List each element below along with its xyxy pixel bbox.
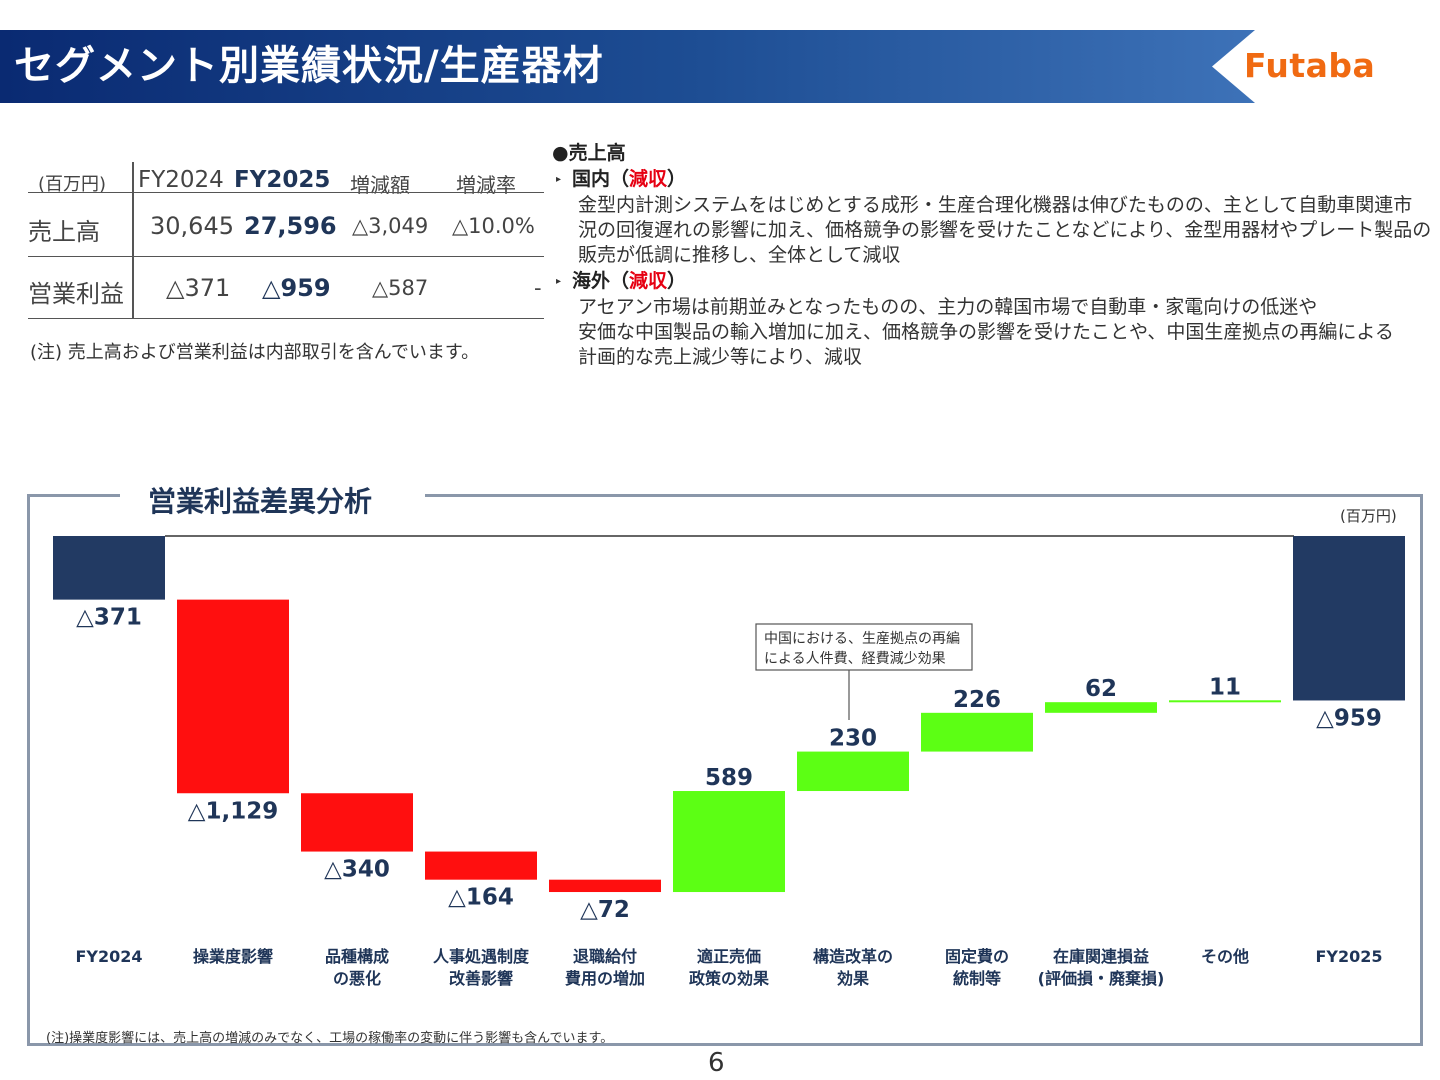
table-header-fy2025: FY2025 bbox=[234, 167, 331, 193]
logo-chevron-shape bbox=[1212, 30, 1440, 103]
domestic-status: 減収 bbox=[629, 168, 668, 190]
chart-title: 営業利益差異分析 bbox=[148, 485, 373, 518]
chart-unit: (百万円) bbox=[1340, 507, 1397, 525]
bar bbox=[797, 751, 909, 792]
futaba-logo: Futaba bbox=[1244, 46, 1376, 85]
data-label: △371 bbox=[76, 605, 142, 631]
callout-box: 中国における、生産拠点の再編 による人件費、経費減少効果 bbox=[755, 623, 973, 720]
overseas-status: 減収 bbox=[629, 270, 668, 292]
triangle-bullet-icon: ▸ bbox=[556, 174, 562, 185]
table-vertical-divider bbox=[132, 162, 134, 319]
row-op-label: 営業利益 bbox=[28, 280, 124, 308]
bar bbox=[177, 599, 289, 794]
category-label: (評価損・廃棄損) bbox=[1038, 969, 1165, 988]
bar bbox=[921, 712, 1033, 752]
overseas-heading: ▸ 海外（減収） bbox=[556, 270, 687, 292]
data-label: 62 bbox=[1085, 676, 1117, 702]
category-label: 改善影響 bbox=[449, 969, 513, 988]
row-op-fy2025: △959 bbox=[262, 274, 331, 302]
row-op-fy2024: △371 bbox=[166, 274, 231, 302]
bar bbox=[549, 879, 661, 893]
category-label: 品種構成 bbox=[325, 947, 389, 966]
data-label: 11 bbox=[1209, 674, 1241, 700]
category-label: 効果 bbox=[837, 969, 869, 988]
row-sales-change: △3,049 bbox=[352, 214, 429, 238]
table-divider bbox=[28, 192, 544, 193]
row-sales-fy2024: 30,645 bbox=[150, 212, 234, 240]
table-header-rate: 増減率 bbox=[456, 173, 516, 197]
row-sales-fy2025: 27,596 bbox=[244, 212, 337, 240]
bar bbox=[301, 793, 413, 852]
data-label: 226 bbox=[953, 687, 1001, 713]
table-divider bbox=[28, 256, 544, 257]
data-label: 230 bbox=[829, 726, 877, 752]
category-label: 人事処遇制度 bbox=[433, 947, 530, 966]
commentary-heading: ●売上高 bbox=[552, 142, 626, 164]
page-title: セグメント別業績状況/生産器材 bbox=[14, 43, 604, 89]
category-label: FY2025 bbox=[1315, 947, 1382, 966]
bar bbox=[425, 851, 537, 880]
overseas-line: 安価な中国製品の輸入増加に加え、価格競争の影響を受けたことや、中国生産拠点の再編… bbox=[578, 321, 1394, 343]
domestic-line: 金型内計測システムをはじめとする成形・生産合理化機器は伸びたものの、主として自動… bbox=[578, 194, 1413, 216]
domestic-heading: ▸ 国内（減収） bbox=[556, 168, 687, 190]
domestic-line: 販売が低調に推移し、全体として減収 bbox=[578, 244, 901, 266]
row-op-rate: - bbox=[534, 276, 542, 300]
overseas-line: 計画的な売上減少等により、減収 bbox=[578, 346, 862, 368]
table-header-change: 増減額 bbox=[350, 173, 410, 197]
category-label: 構造改革の bbox=[813, 947, 893, 966]
chart-title-backdrop bbox=[120, 478, 425, 518]
callout-line-2: による人件費、経費減少効果 bbox=[764, 650, 946, 667]
row-op-change: △587 bbox=[372, 276, 429, 300]
callout-frame bbox=[755, 623, 973, 671]
table-header-fy2024: FY2024 bbox=[138, 167, 224, 193]
category-label: その他 bbox=[1201, 947, 1249, 966]
table-divider bbox=[28, 318, 544, 319]
data-label: △340 bbox=[324, 857, 390, 883]
bar bbox=[1169, 700, 1281, 703]
bar bbox=[1293, 536, 1405, 701]
data-label: △72 bbox=[580, 897, 630, 923]
bar bbox=[1045, 702, 1157, 713]
row-sales-rate: △10.0% bbox=[452, 214, 535, 238]
table-note: (注) 売上高および営業利益は内部取引を含んでいます。 bbox=[30, 342, 480, 363]
domestic-line: 況の回復遅れの影響に加え、価格競争の影響を受けたことなどにより、金型用器材やプレ… bbox=[578, 219, 1432, 241]
category-label: 費用の増加 bbox=[565, 969, 645, 988]
data-label: 589 bbox=[705, 765, 753, 791]
category-label: 退職給付 bbox=[573, 947, 637, 966]
category-label: 固定費の bbox=[945, 947, 1009, 966]
bar bbox=[53, 536, 165, 600]
chart-frame bbox=[27, 494, 1423, 1046]
data-label: △1,129 bbox=[188, 798, 278, 824]
category-label: 適正売価 bbox=[697, 947, 761, 966]
chart-footnote: (注)操業度影響には、売上高の増減のみでなく、工場の稼働率の変動に伴う影響も含ん… bbox=[46, 1031, 614, 1046]
category-label: 統制等 bbox=[953, 969, 1001, 988]
category-label: 在庫関連損益 bbox=[1053, 947, 1149, 966]
category-label: 政策の効果 bbox=[689, 969, 769, 988]
page-number: 6 bbox=[708, 1048, 725, 1078]
data-label: △164 bbox=[448, 885, 514, 911]
category-label: の悪化 bbox=[333, 969, 381, 988]
triangle-bullet-icon: ▸ bbox=[556, 276, 562, 287]
data-label: △959 bbox=[1316, 705, 1382, 731]
overseas-line: アセアン市場は前期並みとなったものの、主力の韓国市場で自動車・家電向けの低迷や bbox=[578, 296, 1318, 318]
callout-line-1: 中国における、生産拠点の再編 bbox=[764, 631, 960, 647]
table-unit-header: (百万円) bbox=[38, 174, 107, 195]
row-sales-label: 売上高 bbox=[28, 218, 100, 246]
category-label: 操業度影響 bbox=[193, 947, 273, 966]
header-bar bbox=[0, 30, 1255, 103]
bar bbox=[673, 791, 785, 893]
category-label: FY2024 bbox=[75, 947, 142, 966]
